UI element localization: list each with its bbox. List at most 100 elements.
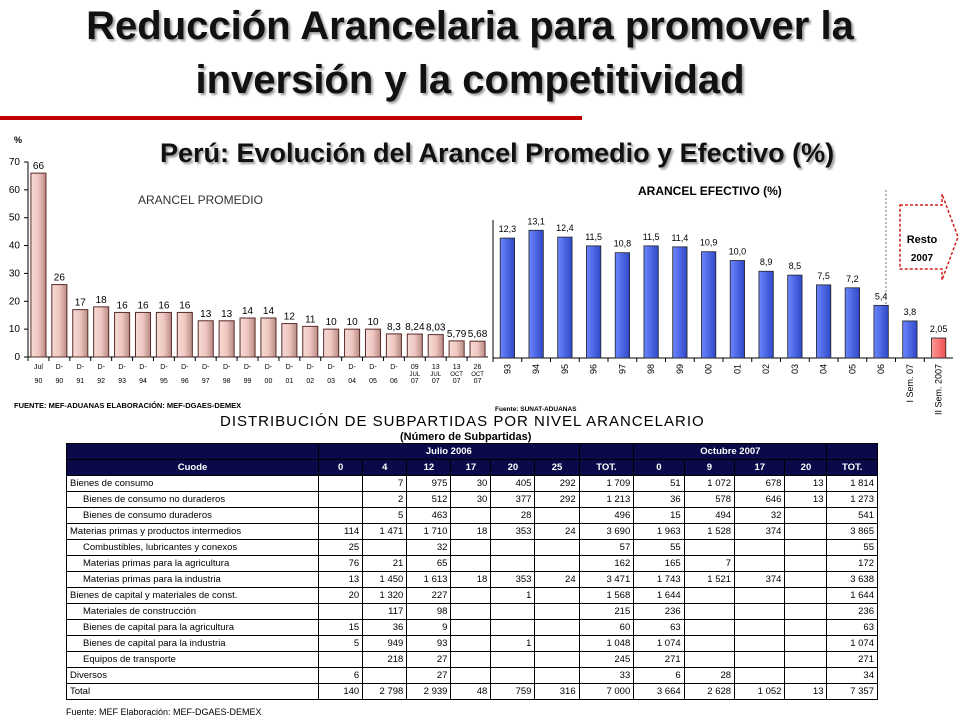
table-cell: 1 814: [826, 475, 878, 492]
table-cell: [784, 651, 828, 668]
table-cell: 3 690: [578, 523, 635, 540]
table-cell: 98: [406, 603, 452, 620]
x-tick-label-top: D-: [390, 364, 398, 371]
table-cell: 63: [826, 619, 878, 636]
table-cell: [450, 587, 492, 604]
column-header: 17: [734, 459, 786, 476]
x-tick-label-mid: OCT: [450, 372, 463, 378]
table-cell: 1: [490, 635, 536, 652]
bar-data-label: 11: [305, 314, 316, 325]
x-tick-label-mid: JUL: [430, 372, 441, 378]
table-cell: 1 471: [362, 523, 408, 540]
bar: [701, 251, 717, 359]
table-cell: [784, 523, 828, 540]
x-tick-label: 02: [761, 364, 771, 374]
table-cell: 1 072: [683, 475, 736, 492]
table-cell: 3 638: [826, 571, 878, 588]
bar: [281, 323, 298, 358]
group-header-octubre: Octubre 2007: [633, 443, 828, 460]
bar-data-label: 12: [284, 312, 296, 323]
row-label: Materias primas para la agricultura: [65, 555, 320, 572]
table-row: Bienes de consumo duraderos 5 463 28 496 15 49…: [65, 507, 878, 524]
column-header: 0: [633, 459, 685, 476]
x-tick-label-bottom: 06: [390, 378, 398, 385]
table-cell: [734, 619, 786, 636]
table-cell: 55: [826, 539, 878, 556]
table-cell: 1 074: [826, 635, 878, 652]
table-row: Materias primas para la industria 13 1 450…: [65, 571, 878, 588]
table-cell: 13: [318, 571, 364, 588]
row-label: Equipos de transporte: [65, 651, 320, 668]
bar: [557, 236, 573, 359]
table-cell: 975: [406, 475, 452, 492]
table-cell: 76: [318, 555, 364, 572]
row-label: Bienes de capital para la industria: [65, 635, 320, 652]
table-cell: [784, 635, 828, 652]
table-cell: 227: [406, 587, 452, 604]
table-row: Bienes de consumo no duraderos 2 512 30 377 2…: [65, 491, 878, 508]
table-row: Bienes de consumo 7 975 30 405 292 1 709 51 1 07…: [65, 475, 878, 492]
table-cell: 1 644: [633, 587, 685, 604]
table-cell: [362, 667, 408, 684]
table-cell: 578: [683, 491, 736, 508]
callout-text-1: Resto: [907, 234, 938, 246]
table-cell: [784, 619, 828, 636]
table-cell: [318, 603, 364, 620]
table-cell: [683, 603, 736, 620]
bar-data-label: 12,4: [556, 223, 574, 233]
table-cell: [534, 539, 580, 556]
table-cell: 24: [534, 523, 580, 540]
table-cell: [784, 507, 828, 524]
table-cell: 32: [406, 539, 452, 556]
table-cell: [450, 603, 492, 620]
table-cell: 20: [318, 587, 364, 604]
table-cell: 25: [318, 539, 364, 556]
arancel-efectivo-chart: ARANCEL EFECTIVO (%) 12,3 93 13,1 94 12,4 95 11…: [492, 184, 959, 415]
table-cell: 65: [406, 555, 452, 572]
bar-data-label: 26: [54, 273, 66, 284]
bar: [902, 320, 918, 359]
bar-data-label: 10: [347, 317, 359, 328]
bar: [844, 287, 860, 359]
bar: [155, 311, 172, 358]
chart1-source: FUENTE: MEF-ADUANAS ELABORACIÓN: MEF-DGA…: [14, 401, 241, 410]
table-cell: 18: [450, 523, 492, 540]
table-cell: 34: [826, 667, 878, 684]
x-tick-label-mid: OCT: [471, 372, 484, 378]
table-cell: 1 568: [578, 587, 635, 604]
row-label: Bienes de capital para la agricultura: [65, 619, 320, 636]
bar-data-label: 7,5: [817, 271, 830, 281]
table-cell: [450, 667, 492, 684]
x-tick-label-top: D-: [244, 364, 252, 371]
table-cell: 1 450: [362, 571, 408, 588]
table-cell: [683, 619, 736, 636]
column-header-row: Cuode 0 4 12 17 20 25 TOT. 0 9 17 20 TOT.: [65, 459, 878, 476]
bar-data-label: 11,5: [643, 232, 660, 242]
x-tick-label: 94: [531, 364, 541, 374]
bar-data-label: 14: [263, 306, 275, 317]
x-tick-label: 99: [675, 364, 685, 374]
table-title: DISTRIBUCIÓN DE SUBPARTIDAS POR NIVEL AR…: [220, 413, 705, 430]
table-cell: 353: [490, 571, 536, 588]
table-cell: 117: [362, 603, 408, 620]
table-cell: 5: [318, 635, 364, 652]
page-title-line-1: Reducción Arancelaria para promover la: [86, 4, 854, 48]
bar: [260, 317, 277, 358]
bar-data-label: 10,0: [729, 247, 747, 257]
table-cell: 646: [734, 491, 786, 508]
x-tick-label-top: 09: [411, 364, 419, 371]
x-tick-label-bottom: 96: [181, 378, 189, 385]
row-label: Materias primas para la industria: [65, 571, 320, 588]
bar: [758, 270, 774, 359]
bar-data-label: 5,68: [468, 329, 488, 340]
x-tick-label-bottom: 91: [76, 378, 84, 385]
table-cell: 759: [490, 683, 536, 700]
x-tick-label-top: D-: [265, 364, 273, 371]
y-tick-label: 60: [9, 185, 21, 196]
table-cell: 405: [490, 475, 536, 492]
x-tick-label-bottom: 97: [202, 378, 210, 385]
table-cell: 21: [362, 555, 408, 572]
table-cell: 1: [490, 587, 536, 604]
table-cell: [784, 555, 828, 572]
